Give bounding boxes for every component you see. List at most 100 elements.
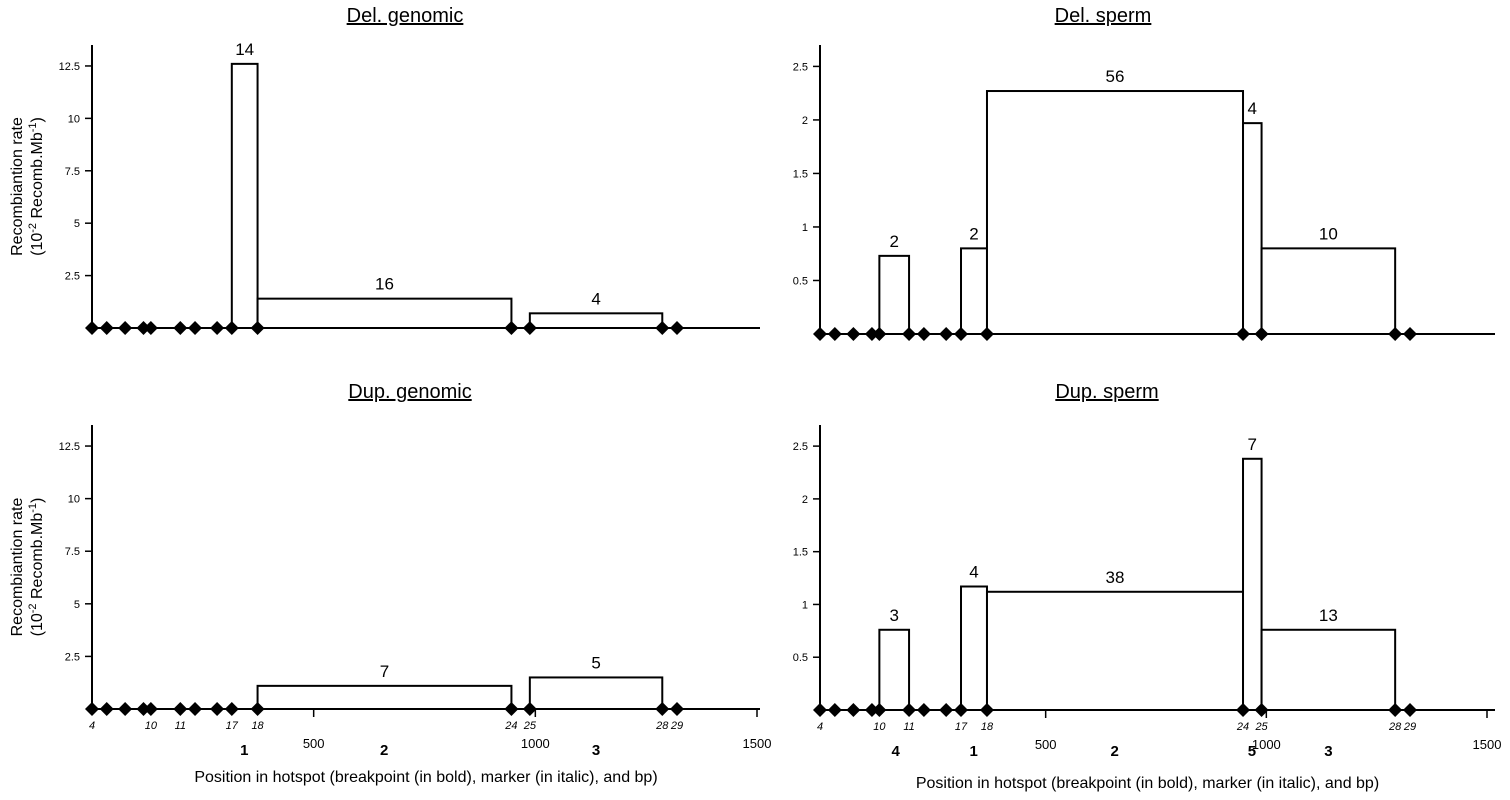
y-tick-label: 0.5 (793, 275, 808, 287)
marker-diamond (872, 703, 887, 717)
marker-diamond (1254, 327, 1269, 341)
bar (985, 590, 1245, 711)
marker-diamond (210, 702, 225, 716)
bar-count-label: 5 (591, 653, 600, 672)
marker-label: 28 (1388, 721, 1402, 733)
marker-diamond (99, 702, 114, 716)
marker-label: 4 (817, 721, 823, 733)
y-tick-label: 5 (74, 218, 80, 230)
x-tick-label: 500 (1035, 737, 1057, 752)
bar-count-label: 2 (889, 232, 898, 251)
marker-diamond (939, 703, 954, 717)
breakpoint-label: 4 (892, 743, 901, 760)
marker-diamond (1403, 703, 1417, 717)
bar-count-label: 13 (1319, 606, 1338, 625)
marker-diamond (250, 321, 265, 335)
bar-count-label: 38 (1106, 568, 1125, 587)
marker-diamond (188, 702, 203, 716)
marker-diamond (813, 703, 827, 717)
x-tick-label: 1500 (1473, 737, 1502, 752)
marker-diamond (670, 702, 684, 716)
marker-diamond (224, 321, 239, 335)
marker-diamond (864, 703, 879, 717)
marker-diamond (188, 321, 203, 335)
breakpoint-label: 3 (1324, 743, 1332, 760)
y-tick-label: 10 (68, 113, 80, 125)
marker-diamond (136, 321, 151, 335)
bar-count-label: 56 (1106, 67, 1125, 86)
marker-label: 25 (1254, 721, 1268, 733)
marker-diamond (655, 702, 670, 716)
bar-count-label: 4 (969, 563, 978, 582)
x-axis-label: Position in hotspot (breakpoint (in bold… (916, 775, 1379, 792)
y-tick-label: 2.5 (793, 441, 808, 453)
bar (1260, 628, 1397, 711)
y-axis-label: Recombiantion rate (9, 117, 26, 256)
marker-label: 17 (955, 721, 968, 733)
marker-diamond (864, 327, 879, 341)
marker-diamond (916, 703, 931, 717)
marker-label: 24 (1236, 721, 1249, 733)
marker-diamond (655, 321, 670, 335)
breakpoint-label: 1 (969, 743, 977, 760)
x-axis-label: Position in hotspot (breakpoint (in bold… (194, 769, 657, 786)
marker-diamond (99, 321, 114, 335)
marker-diamond (504, 702, 519, 716)
marker-diamond (916, 327, 931, 341)
bar (960, 247, 988, 336)
panel-3: Dup. genomic 2.5 5 7.5 10 12.5 Recombiantion r… (9, 381, 771, 786)
bar (256, 684, 513, 710)
marker-diamond (846, 327, 861, 341)
bar (1242, 457, 1263, 711)
marker-diamond (1236, 327, 1251, 341)
marker-diamond (504, 321, 519, 335)
bar-count-label: 7 (380, 662, 389, 681)
marker-diamond (902, 327, 917, 341)
y-tick-label: 5 (74, 599, 80, 611)
y-tick-label: 1 (802, 222, 808, 234)
bar (256, 297, 513, 330)
breakpoint-label: 2 (380, 742, 388, 759)
bar-count-label: 4 (1248, 99, 1257, 118)
marker-label: 29 (670, 720, 683, 732)
panel-2: Del. sperm 0.5 1 1.5 2 2.5 2 2 56 4 10 (793, 5, 1495, 341)
bar (985, 90, 1245, 335)
bar (528, 312, 664, 330)
bar-count-label: 14 (235, 40, 254, 59)
marker-diamond (224, 702, 239, 716)
bar-count-label: 3 (889, 606, 898, 625)
marker-diamond (85, 321, 99, 335)
marker-diamond (522, 702, 537, 716)
marker-diamond (143, 702, 158, 716)
y-tick-label: 2 (802, 115, 808, 127)
marker-label: 17 (226, 720, 239, 732)
marker-diamond (954, 703, 969, 717)
marker-diamond (143, 321, 158, 335)
marker-diamond (136, 702, 151, 716)
y-tick-label: 2.5 (793, 61, 808, 73)
marker-diamond (85, 702, 99, 716)
marker-diamond (902, 703, 917, 717)
marker-diamond (173, 702, 188, 716)
bar (230, 62, 259, 329)
y-axis-label: Recombiantion rate (9, 498, 26, 637)
marker-diamond (522, 321, 537, 335)
y-tick-label: 2.5 (65, 271, 80, 283)
marker-diamond (954, 327, 969, 341)
chart-title: Del. sperm (1055, 5, 1152, 27)
breakpoint-label: 1 (240, 742, 248, 759)
bar-count-label: 4 (591, 289, 600, 308)
x-tick-label: 1000 (1252, 737, 1281, 752)
marker-diamond (979, 327, 994, 341)
y-tick-label: 2 (802, 494, 808, 506)
y-tick-label: 1.5 (793, 168, 808, 180)
marker-diamond (1403, 327, 1417, 341)
y-axis-label-units: (10-2 Recomb.Mb-1) (27, 498, 46, 637)
marker-label: 29 (1403, 721, 1416, 733)
breakpoint-label: 5 (1248, 743, 1256, 760)
marker-label: 10 (873, 721, 886, 733)
marker-label: 18 (251, 720, 264, 732)
marker-diamond (1236, 703, 1251, 717)
